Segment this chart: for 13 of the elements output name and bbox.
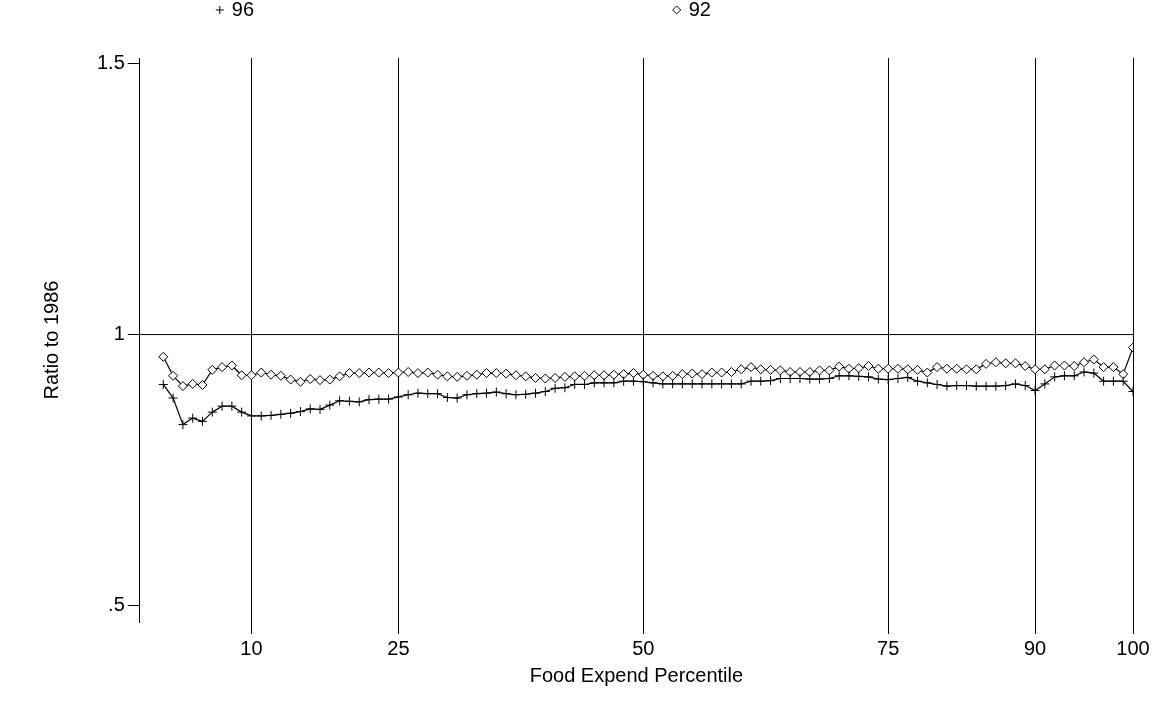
legend-label: 92	[688, 0, 711, 20]
y-tick-label: .5	[108, 593, 125, 616]
x-tick-label: 90	[1023, 636, 1047, 659]
x-tick-label: 50	[632, 636, 655, 659]
y-axis-title: Ratio to 1986	[39, 280, 62, 400]
x-tick-label: 100	[1116, 636, 1150, 659]
y-tick-label: 1.5	[96, 50, 125, 73]
x-axis-title: Food Expend Percentile	[529, 663, 744, 686]
legend-label: 96	[231, 0, 255, 20]
x-tick-label: 75	[877, 636, 900, 659]
x-tick-label: 10	[240, 636, 263, 659]
y-tick-label: 1	[113, 322, 125, 345]
x-tick-label: 25	[387, 636, 410, 659]
